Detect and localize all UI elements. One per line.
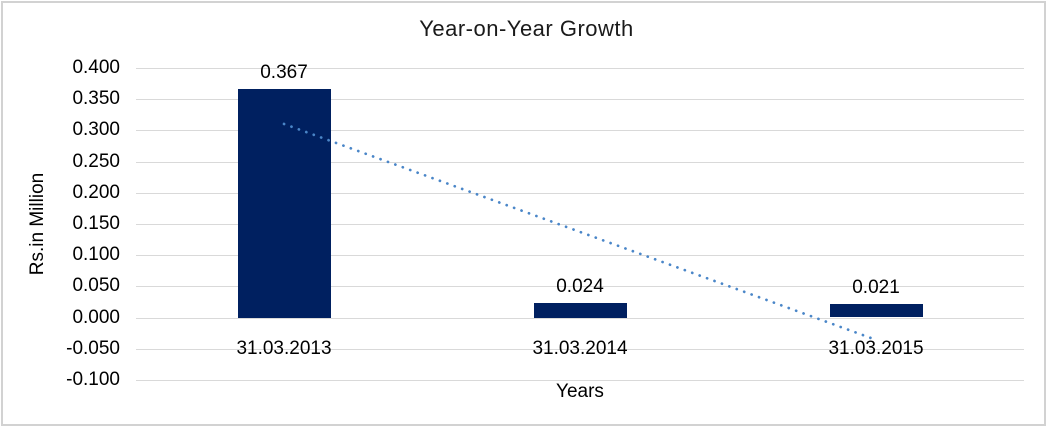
y-tick-label: 0.000 [72,307,120,328]
bar-value-label: 0.021 [852,277,900,298]
gridline [136,224,1024,225]
trendline-dotted [282,122,878,342]
gridline [136,99,1024,100]
trendline [282,122,878,342]
gridline [136,380,1024,381]
y-tick-label: -0.100 [66,369,120,390]
plot-area: 0.367 0.024 0.021 [136,62,1024,381]
y-tick-label: 0.050 [72,275,120,296]
bar-31.03.2015 [830,304,923,317]
y-tick-label: 0.200 [72,182,120,203]
x-tick-label: 31.03.2013 [236,338,332,359]
gridline [136,286,1024,287]
bar-value-label: 0.367 [260,62,308,83]
y-tick-label: 0.400 [72,57,120,78]
gridline [136,349,1024,350]
gridline [136,162,1024,163]
gridline [136,130,1024,131]
y-tick-label: 0.350 [72,88,120,109]
bar-value-label: 0.024 [556,276,604,297]
x-tick-label: 31.03.2015 [828,338,924,359]
bar-31.03.2013 [238,89,331,318]
gridline [136,68,1024,69]
y-tick-label: 0.150 [72,213,120,234]
y-tick-label: -0.050 [66,338,120,359]
gridline [136,255,1024,256]
x-axis-title: Years [556,381,604,402]
gridline [136,193,1024,194]
chart-title: Year-on-Year Growth [419,16,634,41]
bar-31.03.2014 [534,303,627,318]
x-tick-label: 31.03.2014 [532,338,628,359]
y-tick-label: 0.100 [72,244,120,265]
gridline [136,318,1024,319]
y-tick-label: 0.250 [72,151,120,172]
y-tick-label: 0.300 [72,119,120,140]
